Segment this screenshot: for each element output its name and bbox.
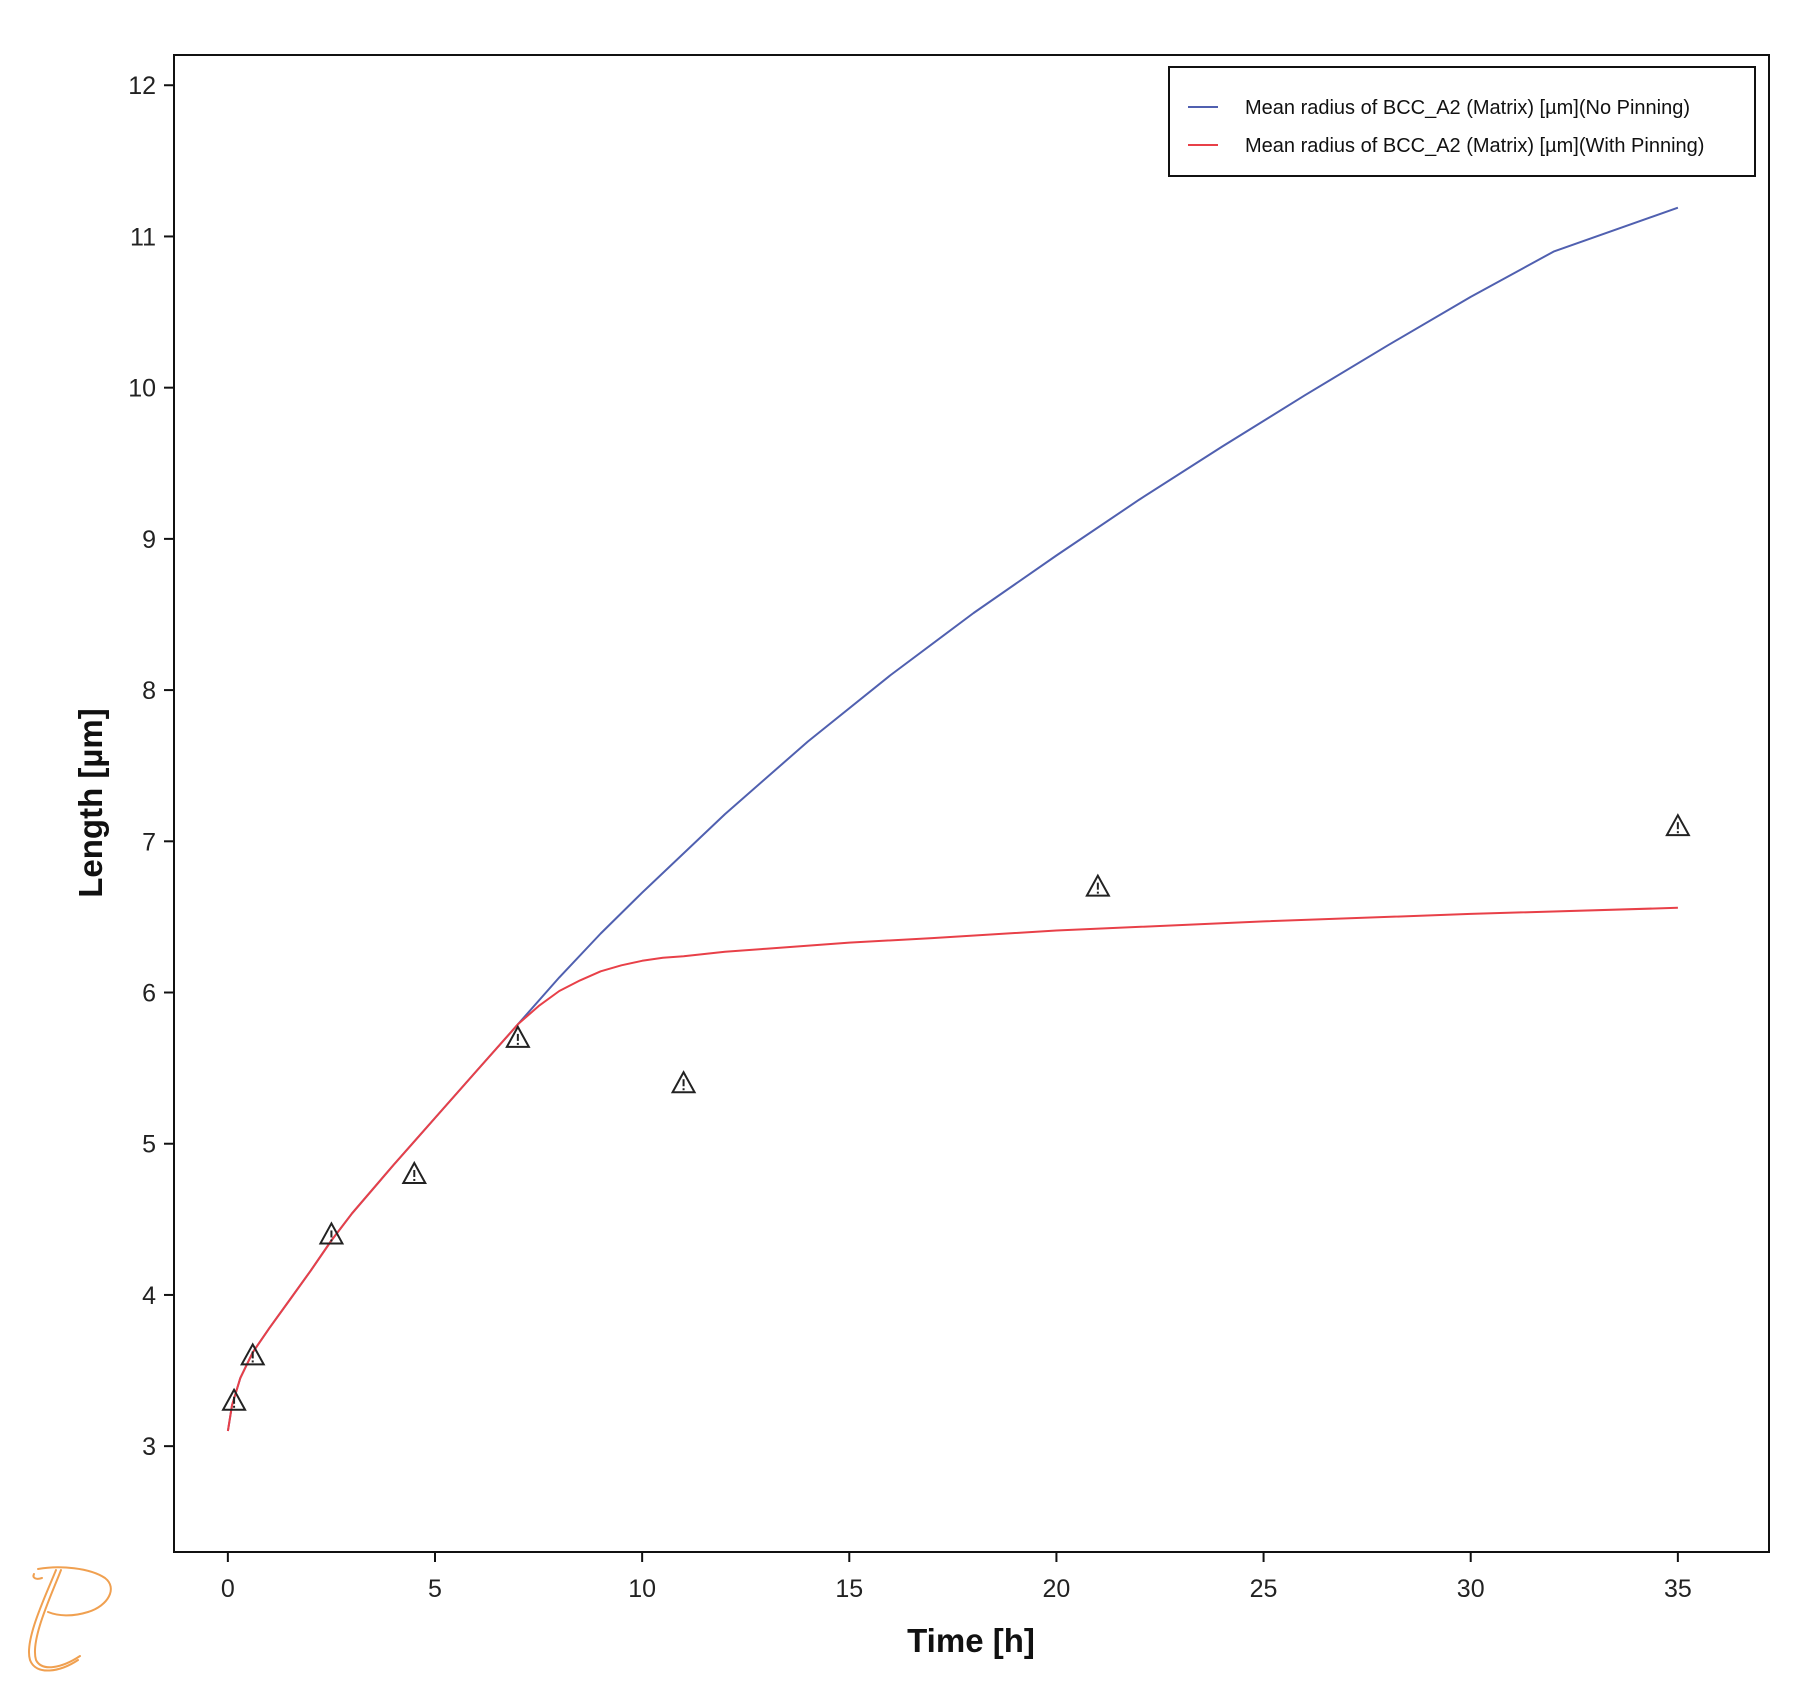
thermo-calc-logo xyxy=(28,1566,112,1672)
y-axis: 3 4 5 6 7 8 9 10 11 12 xyxy=(128,72,174,1461)
x-tick-label: 35 xyxy=(1664,1575,1692,1603)
plot-frame xyxy=(173,54,1770,1553)
y-tick-label: 12 xyxy=(128,72,156,100)
data-point-marker xyxy=(505,1024,531,1048)
data-point-marker xyxy=(1085,873,1111,897)
legend-label-no-pinning: Mean radius of BCC_A2 (Matrix) [µm](No P… xyxy=(1245,97,1690,119)
series-line-with-pinning xyxy=(226,906,1678,1432)
experimental-markers xyxy=(221,813,1691,1411)
data-point-marker xyxy=(221,1387,247,1411)
x-tick-label: 20 xyxy=(1043,1575,1071,1603)
y-axis-title: Length [µm] xyxy=(72,708,109,897)
legend: Mean radius of BCC_A2 (Matrix) [µm](No P… xyxy=(1168,66,1756,177)
data-point-marker xyxy=(670,1070,697,1094)
y-tick-label: 6 xyxy=(142,980,156,1008)
y-tick-label: 11 xyxy=(130,223,156,251)
x-tick-label: 15 xyxy=(835,1575,863,1603)
y-tick-label: 9 xyxy=(142,526,156,554)
x-tick-label: 5 xyxy=(428,1575,442,1603)
y-tick-label: 8 xyxy=(142,677,156,705)
y-tick-label: 4 xyxy=(142,1282,156,1310)
legend-label-with-pinning: Mean radius of BCC_A2 (Matrix) [µm](With… xyxy=(1245,135,1704,157)
y-tick-label: 7 xyxy=(142,828,156,856)
legend-box xyxy=(1168,66,1756,177)
data-point-marker xyxy=(240,1342,266,1366)
x-tick-label: 0 xyxy=(221,1575,235,1603)
data-point-marker xyxy=(318,1221,345,1245)
x-axis: 0 5 10 15 20 25 30 35 xyxy=(221,1552,1692,1603)
y-tick-label: 3 xyxy=(142,1433,156,1461)
x-tick-label: 25 xyxy=(1250,1575,1278,1603)
x-tick-label: 10 xyxy=(628,1575,656,1603)
y-tick-label: 5 xyxy=(142,1131,156,1159)
x-tick-label: 30 xyxy=(1457,1575,1485,1603)
data-point-marker xyxy=(1665,813,1691,837)
data-point-marker xyxy=(401,1160,427,1184)
y-tick-label: 10 xyxy=(128,375,156,403)
series-lines xyxy=(226,206,1679,1432)
x-axis-title: Time [h] xyxy=(907,1622,1035,1659)
